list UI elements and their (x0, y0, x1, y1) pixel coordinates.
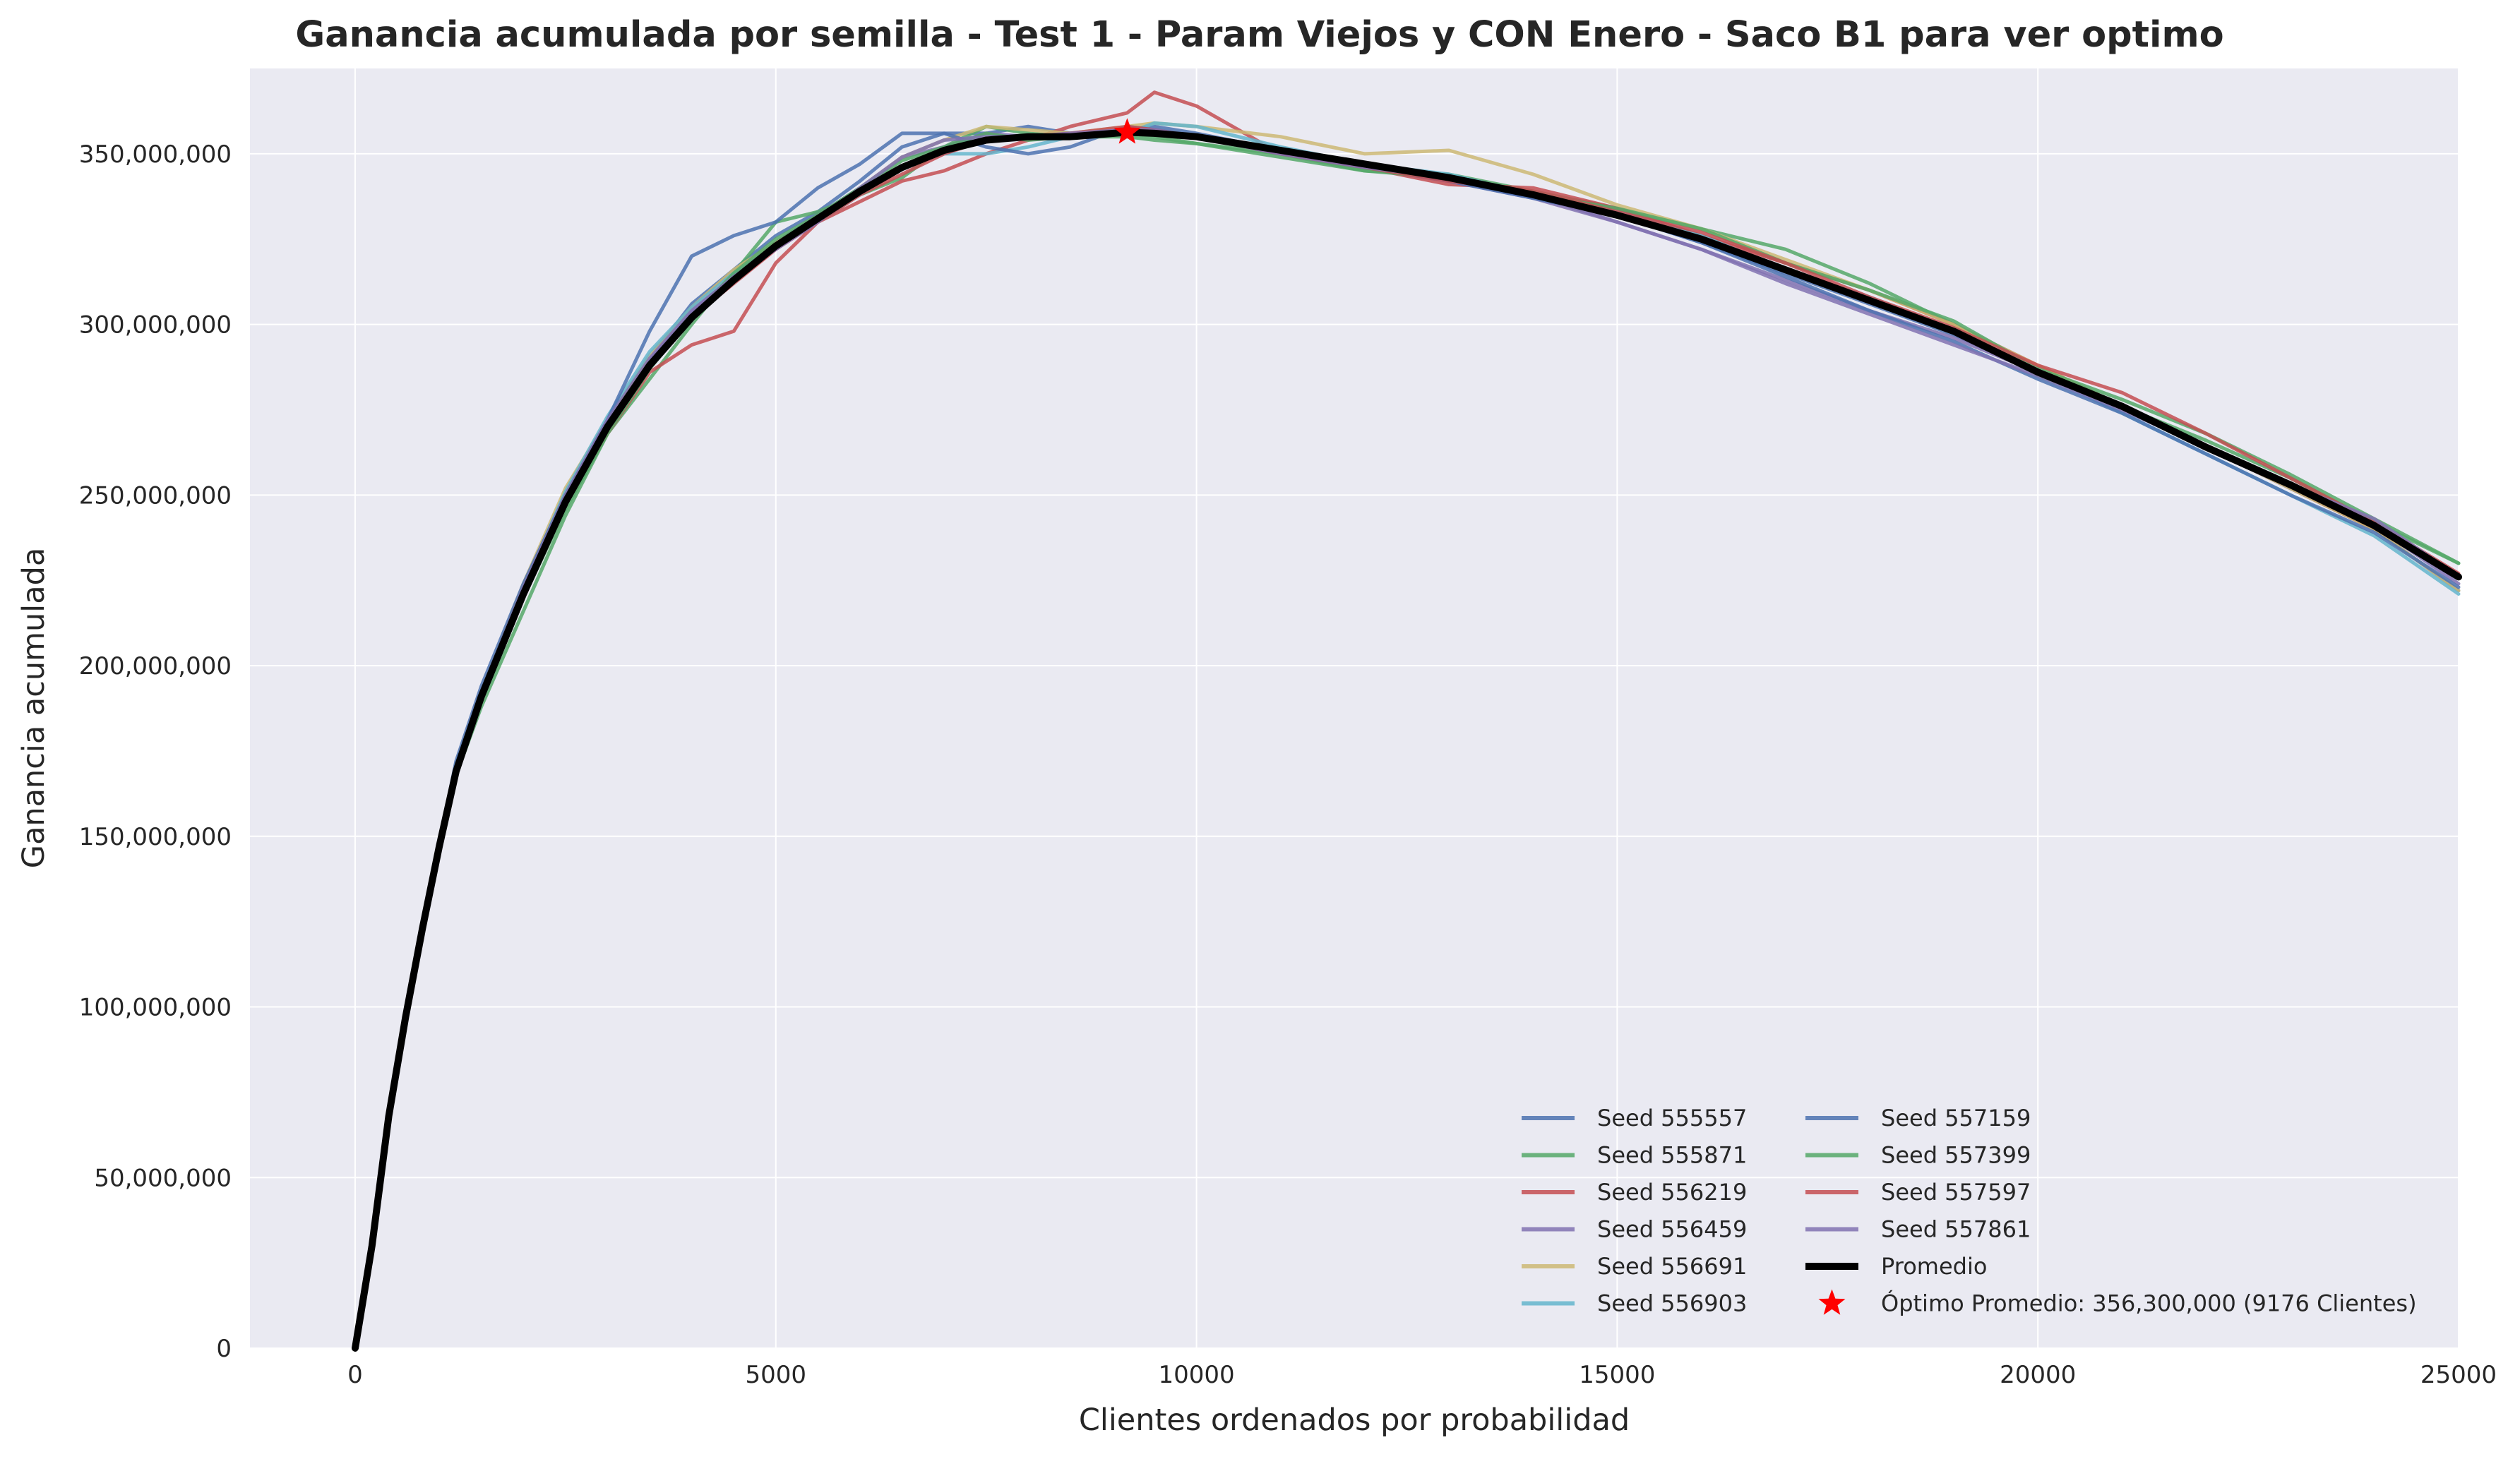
x-tick-label: 20000 (2000, 1361, 2076, 1389)
optimum-marker-group (1113, 118, 1141, 144)
legend-optimum-marker (1818, 1289, 1846, 1315)
legend-label: Seed 556219 (1597, 1179, 1747, 1206)
legend-label: Seed 555871 (1597, 1142, 1747, 1169)
y-tick-label: 200,000,000 (79, 652, 232, 680)
y-tick-label: 350,000,000 (79, 140, 232, 169)
legend-label: Seed 557399 (1881, 1142, 2031, 1169)
x-axis-ticks: 0 5000 10000 15000 20000 25000 (347, 1361, 2497, 1389)
legend: Seed 555557 Seed 555871 Seed 556219 Seed 55… (1522, 1105, 2417, 1317)
legend-optimum-label: Óptimo Promedio: 356,300,000 (9176 Clien… (1881, 1290, 2417, 1317)
series-line-promedio (352, 128, 2462, 1352)
x-tick-label: 0 (347, 1361, 363, 1389)
plot-area (250, 68, 2459, 1348)
chart-title: Ganancia acumulada por semilla - Test 1 … (295, 14, 2223, 56)
series-lines (352, 90, 2462, 1352)
legend-label: Seed 557861 (1881, 1216, 2031, 1243)
x-tick-label: 5000 (745, 1361, 806, 1389)
legend-label: Promedio (1881, 1253, 1987, 1280)
x-axis-label: Clientes ordenados por probabilidad (1079, 1403, 1630, 1438)
y-tick-label: 300,000,000 (79, 311, 232, 340)
grid (250, 68, 2459, 1349)
y-tick-label: 100,000,000 (79, 994, 232, 1022)
x-tick-label: 10000 (1158, 1361, 1234, 1389)
y-tick-label: 0 (216, 1335, 232, 1363)
y-tick-label: 250,000,000 (79, 481, 232, 510)
y-axis-label: Ganancia acumulada (16, 548, 52, 868)
legend-label: Seed 556459 (1597, 1216, 1747, 1243)
y-tick-label: 150,000,000 (79, 823, 232, 851)
legend-label: Seed 556691 (1597, 1253, 1747, 1280)
legend-label: Seed 557159 (1881, 1105, 2031, 1131)
y-axis-ticks: 0 50,000,000 100,000,000 150,000,000 200,000… (79, 140, 232, 1363)
x-tick-label: 25000 (2420, 1361, 2497, 1389)
optimum-marker (1113, 118, 1141, 144)
x-tick-label: 15000 (1579, 1361, 1655, 1389)
legend-label: Seed 555557 (1597, 1105, 1747, 1131)
y-tick-label: 50,000,000 (94, 1164, 232, 1192)
legend-label: Seed 557597 (1881, 1179, 2031, 1206)
legend-label: Seed 556903 (1597, 1290, 1747, 1317)
